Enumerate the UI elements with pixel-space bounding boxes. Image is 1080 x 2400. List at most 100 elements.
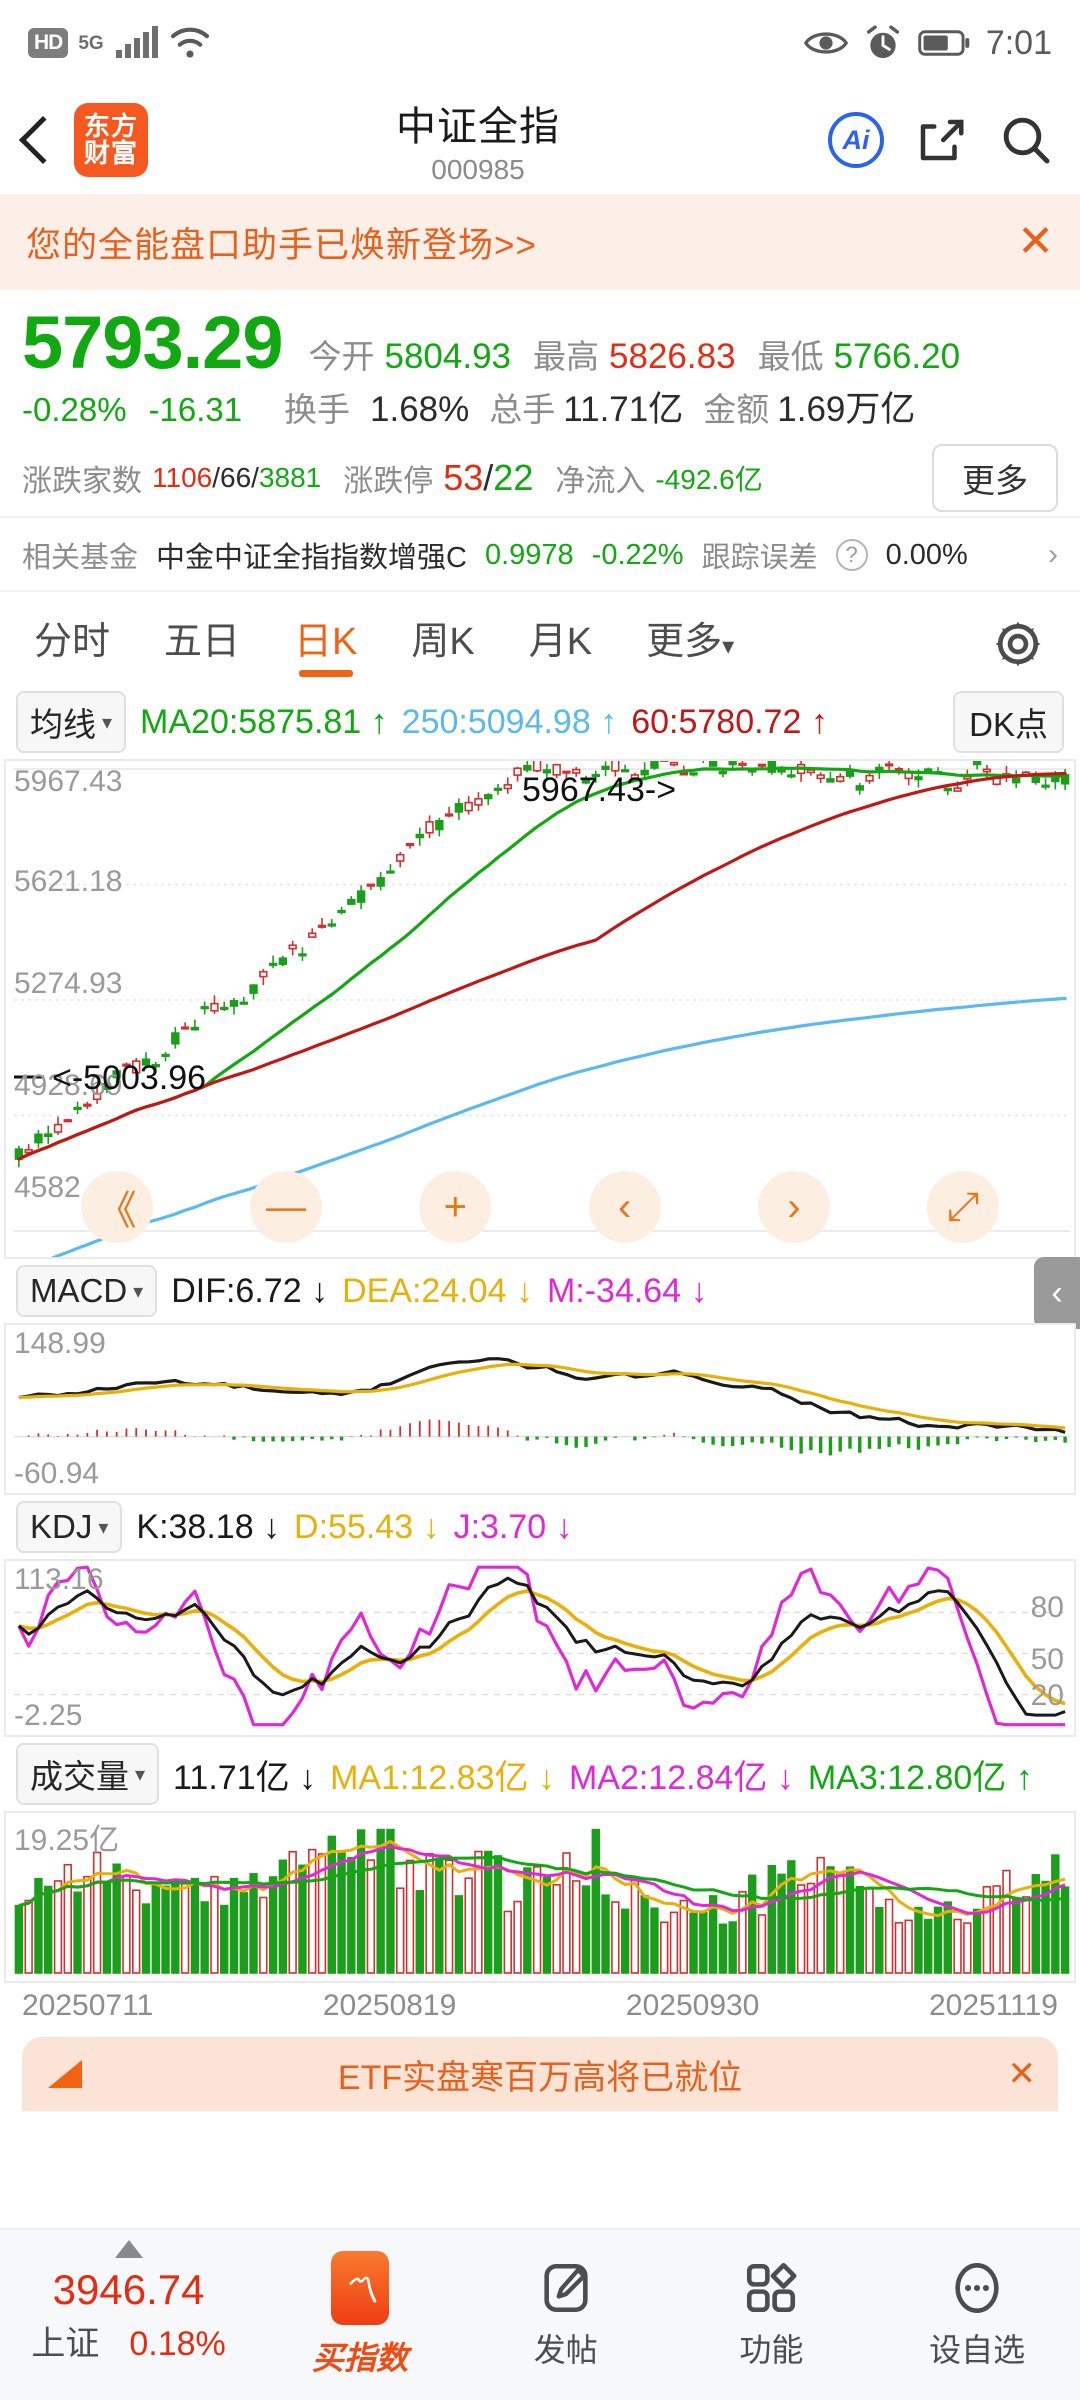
tab-fenshi[interactable]: 分时 [34, 621, 111, 663]
promo-banner[interactable]: 您的全能盘口助手已焕新登场>> ✕ [0, 194, 1080, 290]
back-chevron-icon[interactable] [18, 115, 68, 165]
netflow-label: 净流入 [555, 465, 646, 498]
nav-item-post[interactable]: 发帖 [463, 2259, 669, 2371]
ad-triangle-icon [48, 2060, 82, 2088]
zoom-in-button[interactable]: + [419, 1171, 492, 1243]
search-icon[interactable] [998, 112, 1054, 168]
ma60-legend: 60:5780.72 ↑ [631, 702, 828, 741]
change-pct: -0.28% [22, 391, 127, 428]
unchanged: 66 [220, 462, 252, 493]
open-label: 今开 [308, 338, 375, 375]
tab-wuri[interactable]: 五日 [164, 621, 241, 663]
tab-more[interactable]: 更多▾ [646, 621, 735, 663]
macd-chart-panel[interactable]: 148.99 -60.94 [4, 1323, 1076, 1495]
date-axis: 20250711 20250819 20250930 20251119 [0, 1983, 1080, 2023]
status-clock: 7:01 [985, 23, 1052, 62]
amount-label: 金额 [703, 391, 770, 428]
ad-close-icon[interactable]: ✕ [1007, 2055, 1037, 2093]
nav-item-buy-index[interactable]: 〽 买指数 [257, 2251, 463, 2379]
price-axis-tick-1: 5621.18 [14, 865, 123, 898]
security-code: 000985 [431, 154, 525, 185]
volume-chart-panel[interactable]: 19.25亿 [4, 1811, 1076, 1983]
chart-tabs: 分时 五日 日K 周K 月K 更多▾ [0, 592, 1080, 687]
chevron-down-icon: ▾ [102, 711, 113, 734]
help-icon[interactable]: ? [835, 539, 868, 571]
decliners: 3881 [258, 462, 322, 493]
limit-values: 53/22 [443, 457, 534, 498]
macd-chart-canvas[interactable] [6, 1325, 1078, 1493]
zoom-out-button[interactable]: — [249, 1171, 322, 1243]
share-icon[interactable] [914, 113, 968, 167]
ai-icon[interactable]: Ai [828, 112, 884, 168]
volume-selector-chip[interactable]: 成交量 ▾ [16, 1743, 160, 1805]
volume-chart-canvas[interactable] [6, 1813, 1078, 1981]
quote-panel: 5793.29 今开 5804.93 最高 5826.83 最低 5766.20… [0, 290, 1080, 516]
kdj-chart-panel[interactable]: 113.16 -2.25 80 50 20 [4, 1559, 1076, 1737]
collapse-panel-button[interactable]: ‹ [1034, 1257, 1080, 1329]
index-ticker[interactable]: 3946.74 上证 0.18% [0, 2239, 257, 2365]
date-tick-2: 20250930 [625, 1989, 760, 2022]
adv-dec-label: 涨跌家数 [22, 465, 142, 498]
index-meta: 上证 0.18% [31, 2316, 225, 2365]
kdj-legend-row: KDJ ▾ K:38.18 ↓ D:55.43 ↓ J:3.70 ↓ [0, 1495, 1080, 1559]
price-axis-tick-3: 4928.69 [14, 1069, 123, 1102]
nav-label-watchlist: 设自选 [929, 2332, 1026, 2368]
price-chart-canvas[interactable] [6, 761, 1078, 1257]
signal-bars-icon [115, 26, 158, 58]
page-title: 中证全指 [396, 105, 560, 149]
close-icon[interactable]: ✕ [1017, 217, 1054, 266]
kdj-chart-canvas[interactable] [6, 1561, 1078, 1735]
volume-current: 11.71亿 ↓ [173, 1758, 317, 1797]
ma250-legend: 250:5094.98 ↑ [401, 702, 618, 741]
kdj-axis-top: 113.16 [14, 1563, 104, 1596]
kdj-right-tick-80: 80 [1030, 1591, 1064, 1624]
macd-dif: DIF:6.72 ↓ [171, 1271, 329, 1310]
scroll-left-button[interactable]: ‹ [588, 1171, 661, 1243]
more-button[interactable]: 更多 [932, 444, 1058, 512]
quote-ohlc: 今开 5804.93 最高 5826.83 最低 5766.20 [309, 330, 961, 378]
macd-axis-top: 148.99 [14, 1327, 106, 1360]
macd-selector-chip[interactable]: MACD ▾ [16, 1265, 158, 1317]
battery-icon [918, 30, 970, 56]
turnover-value: 1.68% [370, 390, 470, 429]
volume-label: 总手 [489, 391, 556, 428]
limit-label: 涨跌停 [343, 465, 434, 498]
kdj-selector-chip[interactable]: KDJ ▾ [16, 1501, 123, 1553]
price-chart-panel[interactable]: 5967.43 5621.18 5274.93 4928.69 4582.44 … [4, 759, 1076, 1259]
macd-axis-bottom: -60.94 [14, 1457, 100, 1490]
dk-point-button[interactable]: DK点 [953, 691, 1064, 753]
fullscreen-button[interactable]: ⤢ [927, 1171, 1000, 1243]
buy-index-icon: 〽 [331, 2251, 389, 2325]
tab-daily-k[interactable]: 日K [294, 610, 357, 677]
grid-icon [747, 2262, 797, 2313]
chevron-right-icon[interactable]: › [1048, 538, 1058, 571]
kdj-axis-bottom: -2.25 [14, 1699, 83, 1732]
app-header: 东方 财富 中证全指 000985 Ai [0, 86, 1080, 194]
high-value: 5826.83 [609, 337, 736, 376]
chevron-down-icon: ▾ [98, 1516, 109, 1539]
nav-item-functions[interactable]: 功能 [669, 2259, 875, 2371]
ma-selector-chip[interactable]: 均线 ▾ [16, 691, 127, 753]
tab-weekly-k[interactable]: 周K [411, 621, 475, 663]
ad-banner[interactable]: ETF实盘寒百万高将已就位 ✕ [22, 2037, 1058, 2111]
related-fund-row[interactable]: 相关基金 中金中证全指指数增强C 0.9978 -0.22% 跟踪误差 ? 0.… [0, 516, 1080, 592]
scroll-left-all-button[interactable]: 《 [80, 1171, 153, 1243]
brand-logo[interactable]: 东方 财富 [74, 103, 148, 177]
scroll-right-button[interactable]: › [757, 1171, 830, 1243]
advancers: 1106 [152, 462, 213, 493]
hd-icon: HD [28, 28, 69, 58]
index-change-pct: 0.18% [129, 2324, 226, 2363]
low-value: 5766.20 [833, 337, 961, 376]
quote-row-secondary: -0.28% -16.31 换手 1.68% 总手 11.71亿 金额 1.69… [22, 381, 1058, 432]
edit-icon [544, 2263, 588, 2313]
eye-icon [803, 32, 848, 54]
ma20-legend: MA20:5875.81 ↑ [140, 702, 388, 741]
related-fund-label: 相关基金 [22, 542, 139, 574]
price-axis-tick-2: 5274.93 [14, 967, 123, 1000]
nav-item-watchlist[interactable]: 设自选 [874, 2259, 1080, 2371]
amount-value: 1.69万亿 [777, 390, 916, 429]
tab-monthly-k[interactable]: 月K [528, 621, 593, 663]
gear-icon[interactable] [990, 616, 1046, 672]
adv-dec-values: 1106/66/3881 [152, 462, 322, 493]
chevron-down-icon: ▾ [135, 1763, 146, 1786]
